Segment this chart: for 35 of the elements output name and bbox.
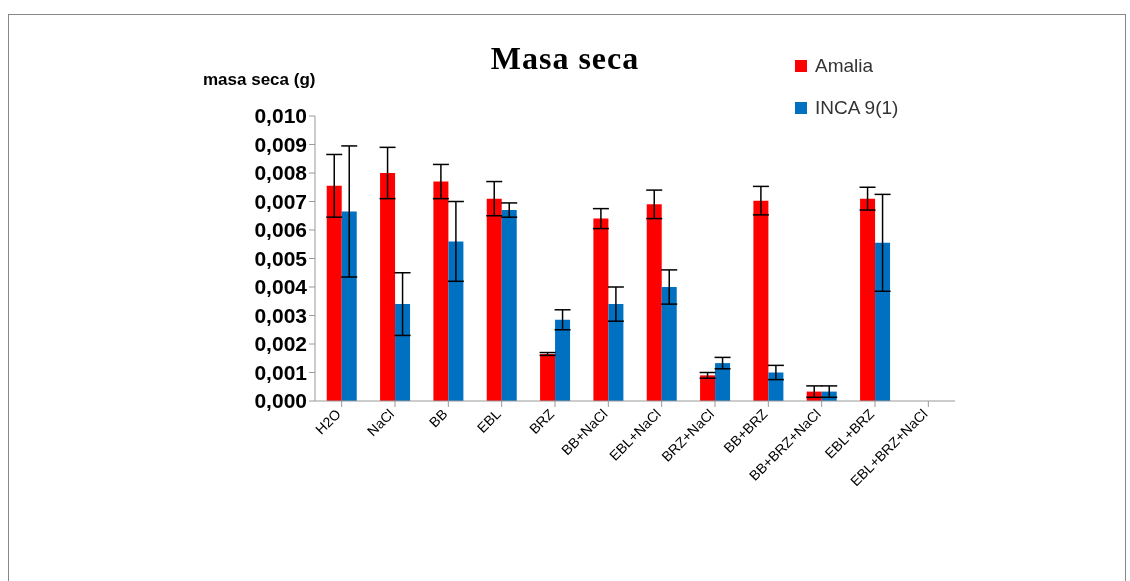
y-tick-label: 0,004 (254, 275, 308, 299)
bar (608, 304, 624, 401)
y-tick-label: 0,008 (254, 161, 308, 185)
y-tick-label: 0,000 (254, 389, 307, 413)
legend-label: Amalia (815, 55, 874, 77)
bar (380, 173, 396, 401)
bar (860, 198, 876, 401)
bar (875, 242, 891, 401)
bar (433, 181, 449, 401)
y-tick-label: 0,010 (254, 104, 307, 128)
y-tick-label: 0,009 (254, 132, 307, 156)
bar (753, 200, 769, 401)
bar (341, 211, 357, 401)
y-tick-label: 0,005 (254, 246, 308, 270)
bar (661, 287, 677, 401)
bar (540, 353, 556, 401)
bar (326, 185, 342, 401)
y-tick-label: 0,006 (254, 218, 307, 242)
y-axis-title: masa seca (g) (203, 70, 316, 90)
bar (486, 198, 502, 401)
chart-title: Masa seca (490, 40, 640, 76)
y-tick-label: 0,001 (254, 360, 308, 384)
bar (646, 204, 662, 401)
y-tick-label: 0,003 (254, 303, 307, 327)
bar (555, 319, 571, 401)
bar (448, 241, 464, 401)
x-tick-label: EBL (473, 405, 504, 436)
legend-label: INCA 9(1) (815, 97, 899, 119)
bar (593, 218, 609, 401)
x-tick-label: BB (425, 405, 451, 431)
bar (715, 363, 731, 401)
bar (395, 304, 411, 401)
y-tick-label: 0,007 (254, 189, 307, 213)
y-tick-label: 0,002 (254, 332, 307, 356)
bar (501, 210, 517, 401)
